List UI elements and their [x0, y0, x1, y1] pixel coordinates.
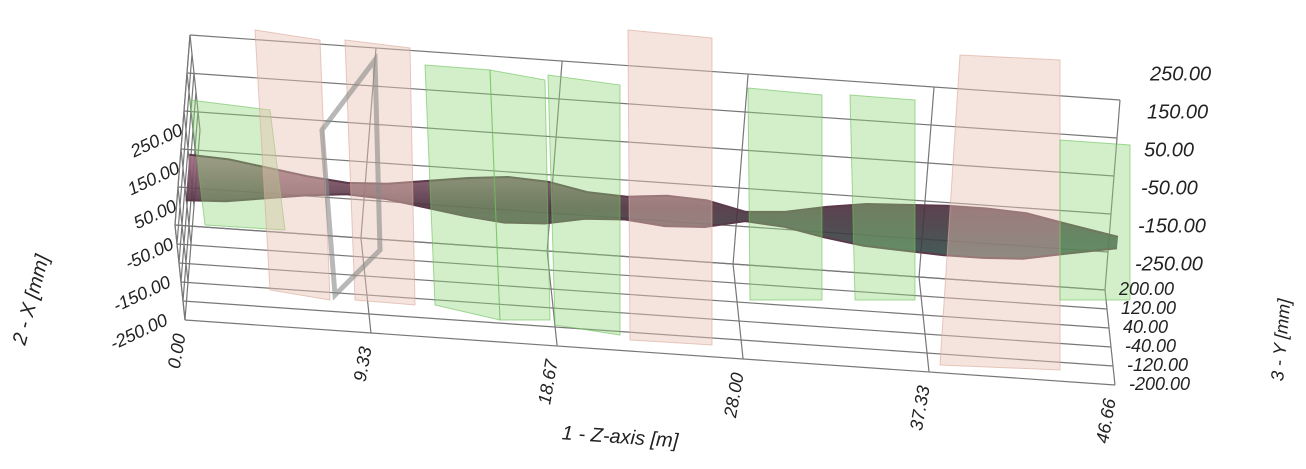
grid-line — [733, 264, 743, 359]
magnet — [748, 88, 822, 300]
elements — [190, 30, 1130, 370]
magnet — [255, 30, 330, 300]
magnet — [940, 55, 1060, 370]
x-tick-label: 0.00 — [164, 332, 190, 370]
y-tick-label-right: -250.00 — [1135, 253, 1203, 275]
y-axis-title: 2 - X [mm] — [8, 252, 53, 348]
y-tick-label-right: -150.00 — [1138, 215, 1206, 237]
chart: 0.00 9.33 18.67 28.00 37.33 46.66 -250.00 -250.… — [0, 0, 1306, 469]
y-tick-label-right: 150.00 — [1147, 101, 1208, 123]
magnet — [850, 95, 915, 300]
y-tick-label: 250.00 — [126, 120, 185, 162]
z-tick-label: 120.00 — [1121, 298, 1176, 318]
x-axis-title: 1 - Z-axis [m] — [561, 422, 679, 452]
grid-line — [919, 277, 929, 372]
x-tick-label: 46.66 — [1092, 396, 1120, 445]
y-tick-label-right: 250.00 — [1149, 63, 1211, 85]
z-tick-label: -120.00 — [1127, 355, 1188, 375]
x-tick-label: 9.33 — [350, 345, 376, 383]
grid-line — [1105, 290, 1115, 385]
magnet — [628, 30, 712, 345]
y-tick-label: 150.00 — [124, 158, 182, 199]
z-axis-title: 3 - Y [mm] — [1267, 297, 1294, 382]
magnet — [490, 70, 550, 320]
x-tick-label: 28.00 — [720, 371, 748, 420]
grid-line — [733, 74, 748, 264]
x-tick-label: 18.67 — [534, 357, 562, 406]
z-tick-label: -200.00 — [1129, 374, 1190, 394]
z-tick-label: 40.00 — [1123, 317, 1168, 337]
z-tick-label: -40.00 — [1125, 336, 1176, 356]
x-tick-label: 37.33 — [906, 384, 934, 432]
page: 0.00 9.33 18.67 28.00 37.33 46.66 -250.00 -250.… — [0, 0, 1306, 469]
y-tick-label: -250.00 — [107, 310, 171, 354]
magnet — [425, 65, 500, 320]
y-tick-label: 50.00 — [130, 196, 179, 233]
magnet — [1060, 140, 1130, 300]
z-tick-label: 200.00 — [1118, 279, 1174, 299]
y-tick-label-right: -50.00 — [1141, 177, 1198, 199]
y-tick-label: -50.00 — [122, 234, 177, 274]
magnet — [548, 75, 620, 335]
y-tick-label: -150.00 — [110, 272, 174, 316]
y-tick-label-right: 50.00 — [1144, 139, 1194, 161]
